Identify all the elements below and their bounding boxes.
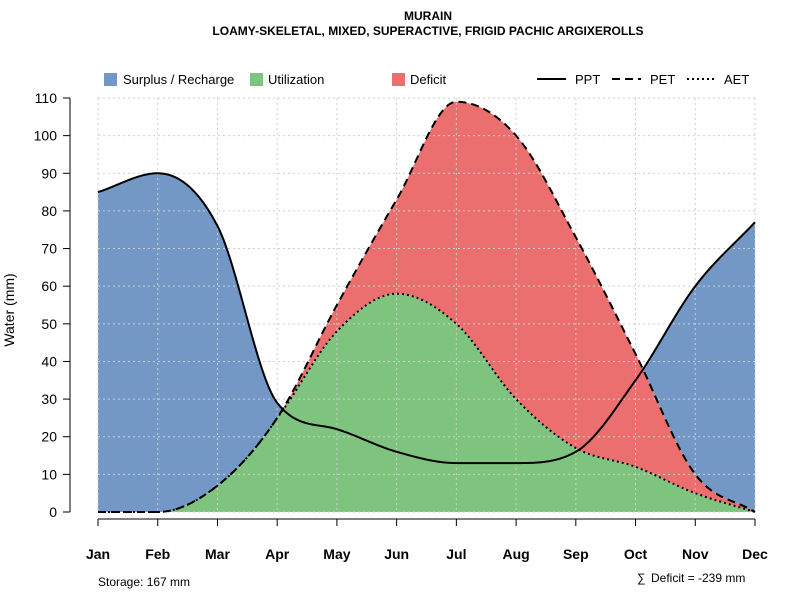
- aet-line: [98, 292, 756, 513]
- legend-swatch-utilization: [250, 73, 263, 86]
- ppt-line: [97, 172, 756, 465]
- storage-note: Storage: 167 mm: [98, 575, 190, 589]
- x-tick-label-aug: Aug: [502, 546, 529, 562]
- deficit-note: Deficit = -239 mm: [651, 571, 745, 585]
- y-tick-label-0: 0: [49, 504, 57, 520]
- x-tick-label-dec: Dec: [742, 546, 768, 562]
- x-tick-label-jan: Jan: [86, 546, 110, 562]
- chart-subtitle: LOAMY-SKELETAL, MIXED, SUPERACTIVE, FRIG…: [212, 24, 643, 38]
- x-tick-label-mar: Mar: [205, 546, 230, 562]
- y-tick-label-80: 80: [41, 203, 57, 219]
- legend-label-ppt: PPT: [575, 72, 600, 87]
- y-tick-label-110: 110: [35, 90, 58, 106]
- x-tick-label-sep: Sep: [563, 546, 589, 562]
- x-tick-label-nov: Nov: [682, 546, 709, 562]
- legend-label-surplus: Surplus / Recharge: [123, 72, 234, 87]
- x-tick-label-oct: Oct: [624, 546, 648, 562]
- axes: 0 10 20 30 40 50 60 70 80 90 100 110 Jan Feb Mar Apr May…: [34, 90, 768, 562]
- surplus-area: [98, 101, 755, 512]
- area-fills: [98, 101, 755, 512]
- x-tick-label-feb: Feb: [145, 546, 170, 562]
- series-lines: [97, 100, 756, 513]
- deficit-area: [98, 101, 755, 512]
- y-tick-label-40: 40: [41, 353, 57, 369]
- legend: Surplus / Recharge Utilization Deficit P…: [104, 72, 749, 87]
- utilization-area: [98, 293, 755, 512]
- y-tick-label-10: 10: [41, 466, 57, 482]
- x-tick-label-jul: Jul: [446, 546, 466, 562]
- y-tick-label-30: 30: [41, 391, 57, 407]
- x-tick-label-jun: Jun: [384, 546, 409, 562]
- legend-label-aet: AET: [724, 72, 749, 87]
- y-tick-label-60: 60: [41, 278, 57, 294]
- y-tick-label-90: 90: [41, 165, 57, 181]
- y-tick-label-20: 20: [41, 429, 57, 445]
- y-tick-label-100: 100: [34, 128, 58, 144]
- legend-swatch-surplus: [104, 73, 117, 86]
- legend-label-utilization: Utilization: [268, 72, 324, 87]
- legend-label-pet: PET: [650, 72, 675, 87]
- y-axis-label: Water (mm): [1, 273, 17, 346]
- x-tick-label-apr: Apr: [265, 546, 290, 562]
- y-tick-label-50: 50: [41, 316, 57, 332]
- legend-swatch-deficit: [392, 73, 405, 86]
- legend-label-deficit: Deficit: [410, 72, 447, 87]
- sum-symbol: ∑: [637, 571, 646, 585]
- y-tick-label-70: 70: [41, 241, 57, 257]
- pet-line: [98, 100, 756, 513]
- chart-title: MURAIN: [404, 9, 452, 23]
- x-tick-label-may: May: [323, 546, 350, 562]
